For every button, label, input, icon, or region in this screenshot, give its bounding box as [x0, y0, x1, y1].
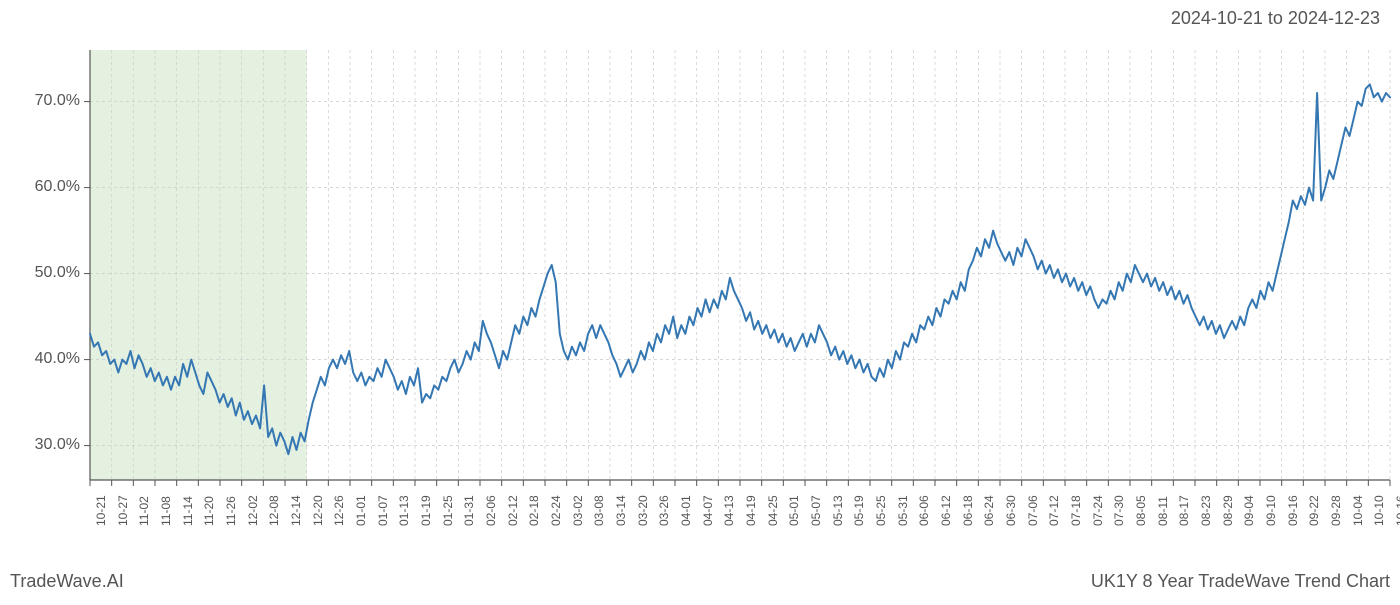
- x-tick-label: 05-01: [787, 495, 801, 526]
- x-tick-label: 03-08: [592, 495, 606, 526]
- x-tick-label: 05-07: [809, 495, 823, 526]
- x-tick-label: 04-07: [701, 495, 715, 526]
- x-tick-label: 03-26: [657, 495, 671, 526]
- x-tick-label: 11-14: [181, 496, 195, 526]
- x-tick-label: 06-30: [1004, 495, 1018, 526]
- highlight-band: [90, 50, 307, 480]
- y-tick-label: 50.0%: [10, 264, 80, 282]
- x-tick-label: 03-14: [614, 495, 628, 526]
- x-tick-label: 07-12: [1047, 495, 1061, 526]
- x-tick-label: 11-26: [224, 496, 238, 526]
- x-tick-label: 10-04: [1351, 495, 1365, 526]
- x-tick-label: 10-16: [1394, 495, 1400, 526]
- x-tick-label: 01-25: [441, 495, 455, 526]
- x-tick-label: 08-23: [1199, 495, 1213, 526]
- x-tick-label: 12-02: [246, 495, 260, 526]
- x-tick-label: 07-30: [1112, 495, 1126, 526]
- x-tick-label: 04-13: [722, 495, 736, 526]
- x-tick-label: 08-05: [1134, 495, 1148, 526]
- x-tick-label: 04-25: [766, 495, 780, 526]
- x-tick-label: 08-17: [1177, 495, 1191, 526]
- x-tick-label: 05-25: [874, 495, 888, 526]
- x-tick-label: 02-24: [549, 495, 563, 526]
- x-tick-label: 01-07: [376, 495, 390, 526]
- x-tick-label: 07-06: [1026, 495, 1040, 526]
- x-tick-label: 12-14: [289, 495, 303, 526]
- chart-title-label: UK1Y 8 Year TradeWave Trend Chart: [1091, 571, 1390, 592]
- x-tick-label: 03-02: [571, 495, 585, 526]
- x-tick-label: 05-19: [852, 495, 866, 526]
- x-tick-label: 06-06: [917, 495, 931, 526]
- x-tick-label: 01-13: [397, 495, 411, 526]
- x-tick-label: 01-31: [462, 495, 476, 526]
- x-tick-label: 02-06: [484, 495, 498, 526]
- x-tick-label: 08-29: [1221, 495, 1235, 526]
- x-tick-label: 12-26: [332, 495, 346, 526]
- x-tick-label: 02-12: [506, 495, 520, 526]
- x-tick-label: 07-18: [1069, 495, 1083, 526]
- x-tick-label: 09-10: [1264, 495, 1278, 526]
- y-tick-label: 30.0%: [10, 436, 80, 454]
- x-tick-label: 12-20: [311, 495, 325, 526]
- y-tick-label: 40.0%: [10, 350, 80, 368]
- x-tick-label: 11-02: [137, 496, 151, 526]
- x-tick-label: 09-22: [1307, 495, 1321, 526]
- y-tick-label: 70.0%: [10, 92, 80, 110]
- x-tick-label: 02-18: [527, 495, 541, 526]
- x-tick-label: 07-24: [1091, 495, 1105, 526]
- x-tick-label: 03-20: [636, 495, 650, 526]
- y-tick-label: 60.0%: [10, 178, 80, 196]
- x-tick-label: 10-21: [94, 495, 108, 526]
- x-tick-label: 09-04: [1242, 495, 1256, 526]
- x-tick-label: 06-24: [982, 495, 996, 526]
- x-tick-label: 06-12: [939, 495, 953, 526]
- x-tick-label: 11-08: [159, 496, 173, 526]
- x-tick-label: 01-01: [354, 495, 368, 526]
- x-tick-label: 05-13: [831, 495, 845, 526]
- x-tick-label: 12-08: [267, 495, 281, 526]
- x-tick-label: 10-10: [1372, 495, 1386, 526]
- x-tick-label: 06-18: [961, 495, 975, 526]
- x-tick-label: 09-28: [1329, 495, 1343, 526]
- x-tick-label: 01-19: [419, 495, 433, 526]
- x-tick-label: 08-11: [1156, 496, 1170, 526]
- x-tick-label: 10-27: [116, 495, 130, 526]
- x-tick-label: 04-01: [679, 495, 693, 526]
- x-tick-label: 04-19: [744, 495, 758, 526]
- x-tick-label: 09-16: [1286, 495, 1300, 526]
- x-tick-label: 11-20: [202, 496, 216, 526]
- chart-container: 2024-10-21 to 2024-12-23 TradeWave.AI UK…: [0, 0, 1400, 600]
- x-tick-label: 05-31: [896, 495, 910, 526]
- brand-label: TradeWave.AI: [10, 571, 124, 592]
- date-range-label: 2024-10-21 to 2024-12-23: [1171, 8, 1380, 29]
